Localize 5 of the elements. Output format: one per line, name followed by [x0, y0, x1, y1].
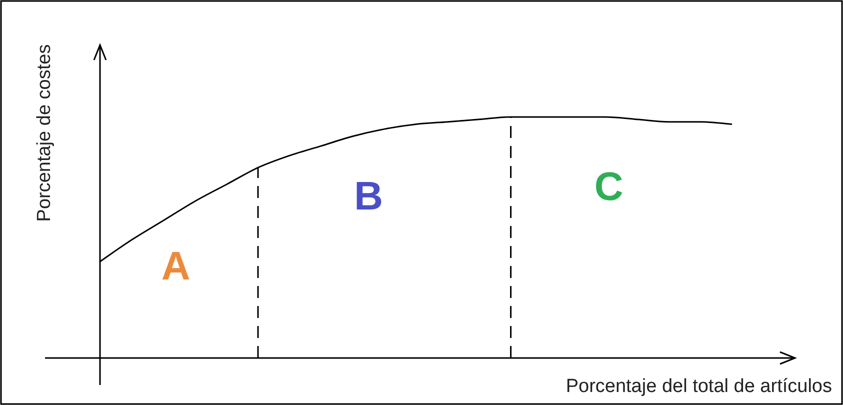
annotation: A: [161, 244, 190, 288]
y-axis-title: Porcentaje de costes: [34, 44, 55, 222]
x-axis-title: Porcentaje del total de artículos: [566, 376, 832, 397]
annotation: B: [354, 174, 384, 219]
annotation: C: [594, 164, 624, 209]
